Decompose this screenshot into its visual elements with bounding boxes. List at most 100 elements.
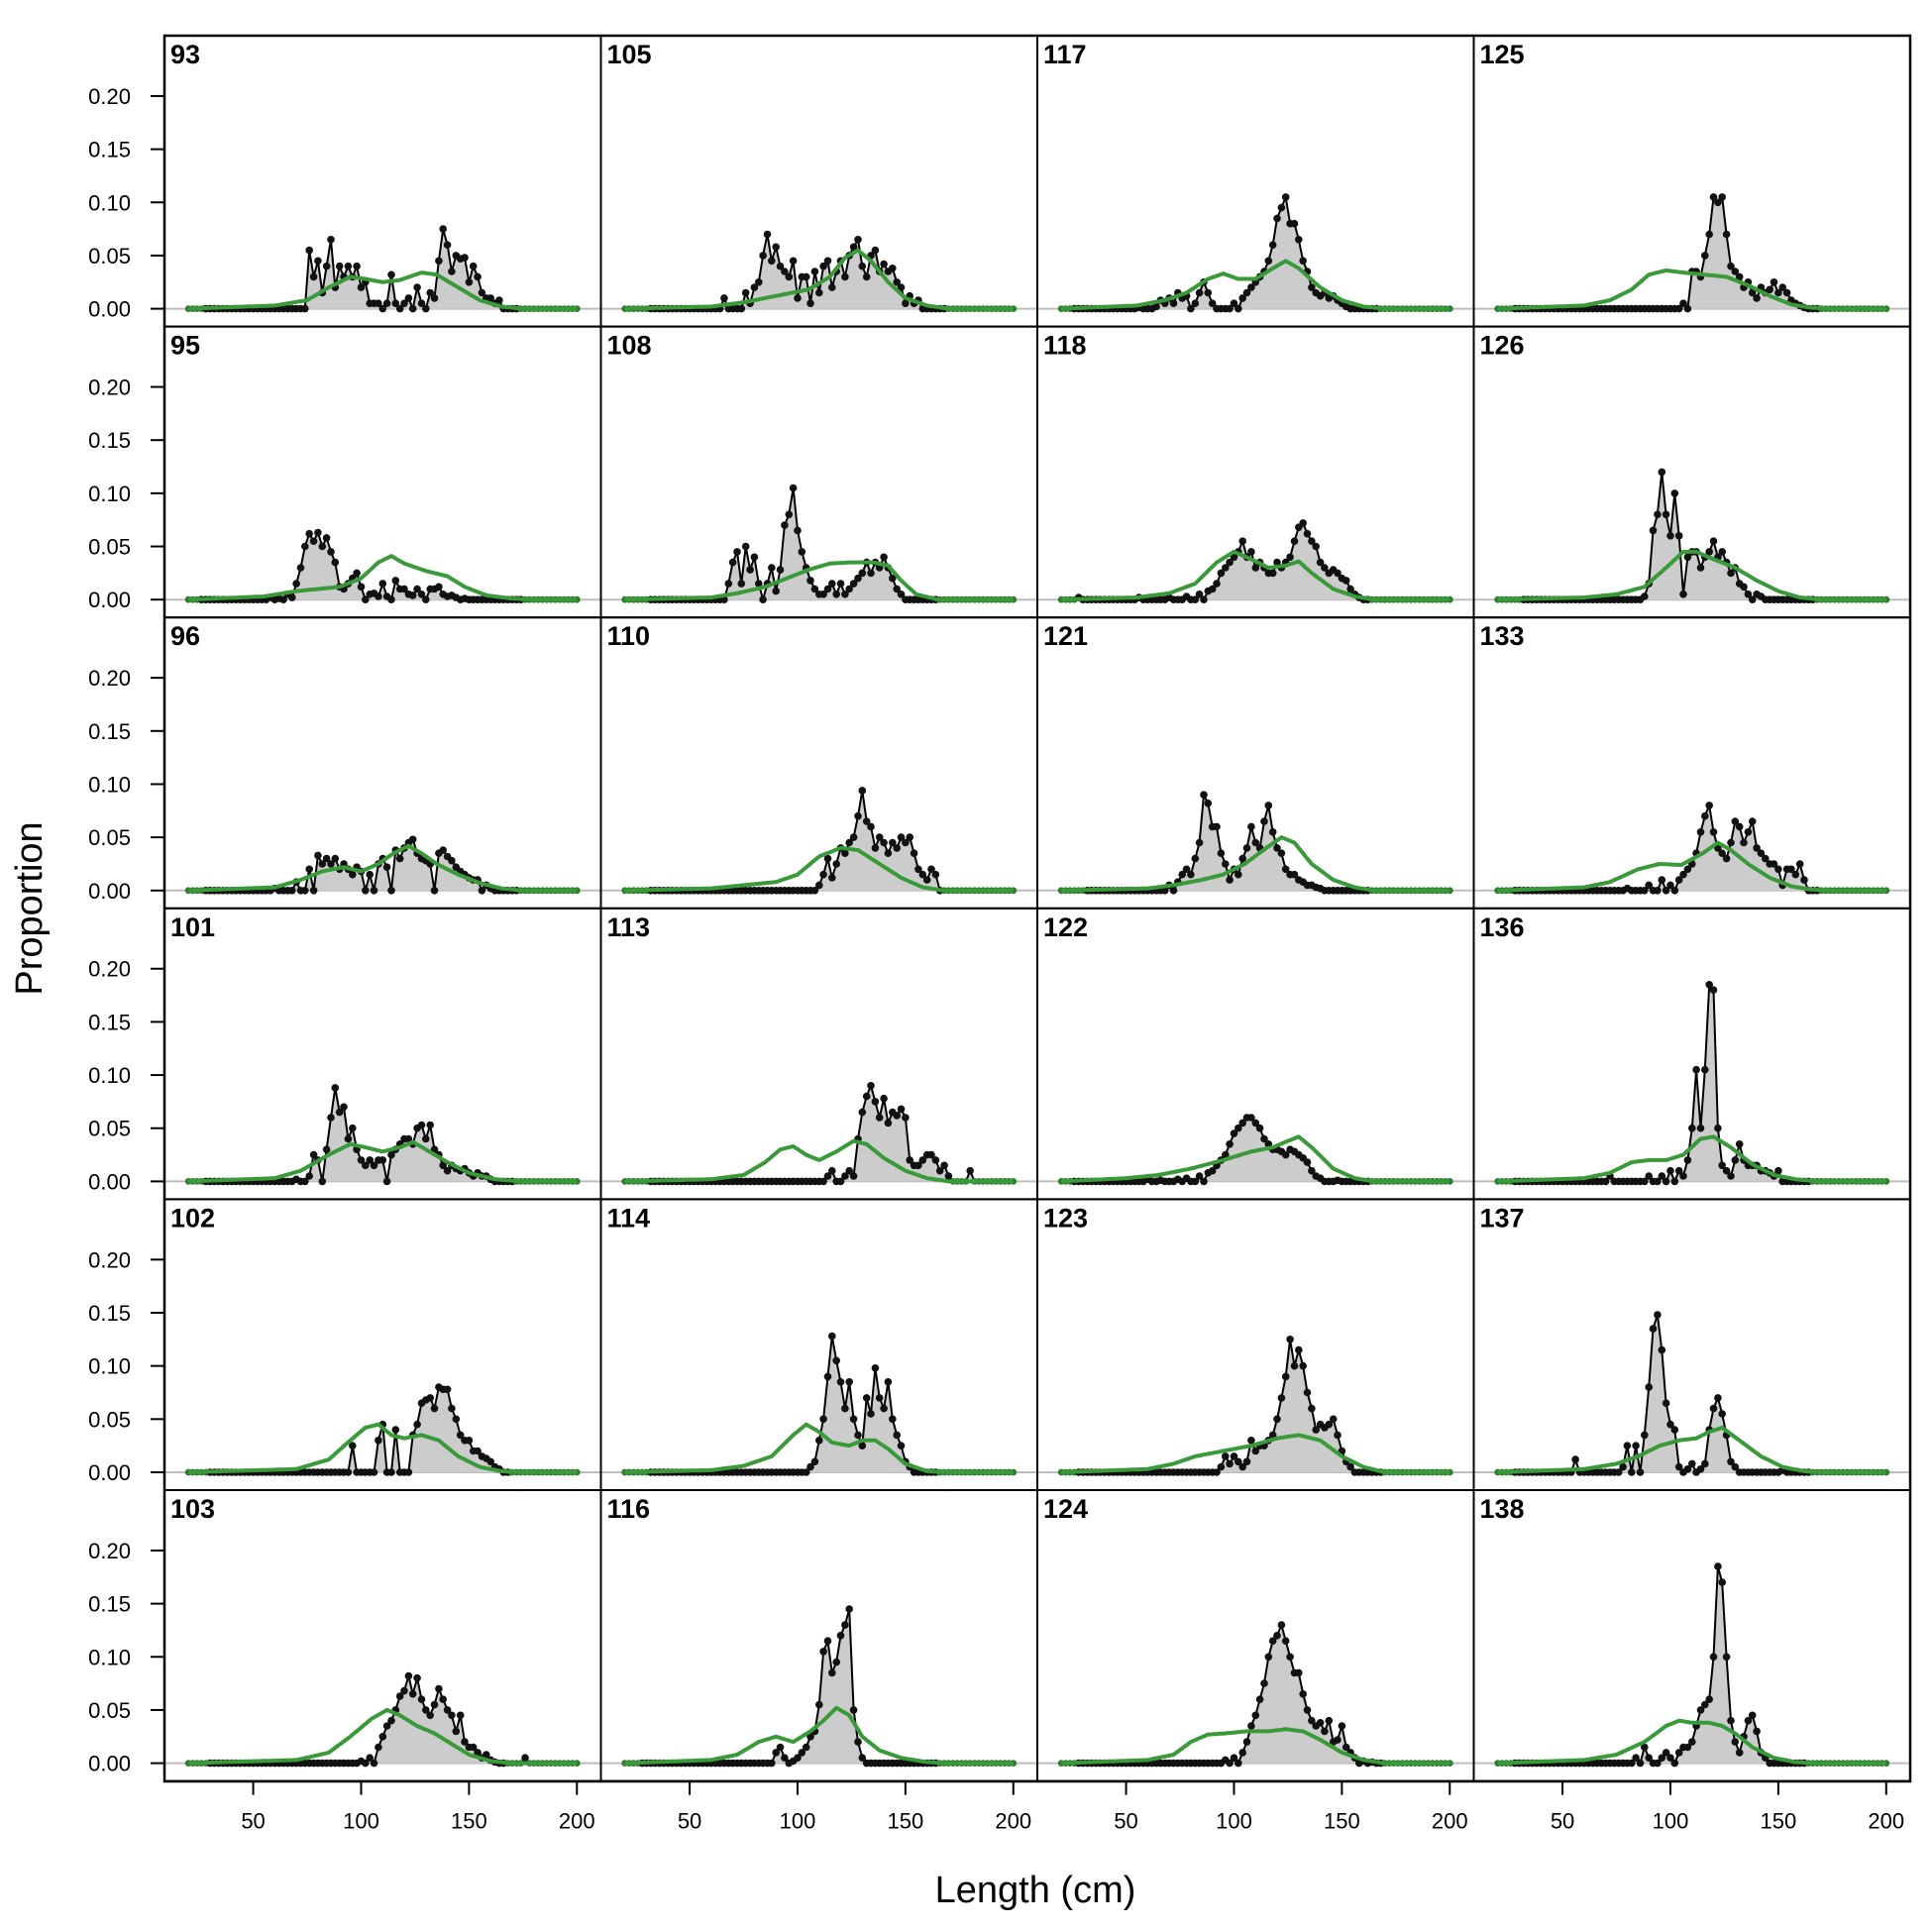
observed-line (624, 1082, 1014, 1183)
observed-point (1222, 860, 1230, 868)
observed-point (880, 838, 888, 847)
observed-point (940, 1161, 948, 1170)
observed-point (301, 1177, 309, 1186)
panel-border (599, 907, 1038, 1201)
x-tick-label: 50 (1551, 1809, 1574, 1834)
observed-point (322, 1145, 331, 1153)
observed-point (1727, 1716, 1735, 1725)
observed-point (1260, 817, 1268, 825)
observed-point (815, 1437, 823, 1445)
observed-point (1701, 1065, 1709, 1074)
observed-point (1264, 257, 1273, 266)
y-tick-label: 0.05 (88, 1698, 131, 1723)
observed-point (309, 1150, 318, 1159)
observed-point (1718, 1161, 1726, 1170)
observed-point (823, 257, 832, 266)
y-tick-label: 0.20 (88, 666, 131, 691)
x-axis-title: Length (cm) (935, 1870, 1136, 1911)
observed-point (1200, 1177, 1208, 1186)
observed-point (897, 1105, 906, 1114)
panel: 133 (1472, 616, 1911, 910)
observed-point (880, 1404, 888, 1413)
observed-point (914, 865, 922, 874)
observed-point (1645, 881, 1653, 890)
observed-point (1709, 828, 1718, 836)
observed-point (785, 272, 794, 281)
observed-point (1178, 870, 1186, 879)
panel: 137 (1472, 1198, 1911, 1492)
observed-point (366, 1754, 374, 1762)
panel-label: 105 (607, 40, 652, 69)
observed-point (871, 1098, 880, 1106)
observed-point (884, 849, 893, 857)
observed-point (1601, 1177, 1610, 1186)
x-tick-label: 100 (780, 1809, 816, 1834)
observed-point (750, 283, 759, 291)
observed-point (391, 1426, 400, 1434)
observed-point (443, 241, 452, 249)
observed-point (1238, 537, 1246, 545)
observed-point (1683, 1465, 1692, 1473)
observed-point (400, 1686, 408, 1695)
observed-point (772, 243, 780, 252)
observed-point (1705, 1695, 1713, 1703)
observed-point (1321, 1727, 1329, 1736)
observed-point (1674, 532, 1683, 540)
observed-point (292, 580, 300, 588)
observed-point (1312, 1426, 1320, 1434)
panel-label: 96 (170, 621, 200, 651)
observed-point (1161, 887, 1169, 895)
observed-point (1195, 1172, 1204, 1180)
observed-point (1187, 870, 1195, 879)
observed-point (836, 1378, 845, 1386)
observed-point (1169, 299, 1178, 308)
observed-point (1281, 193, 1290, 201)
observed-point (1722, 230, 1731, 239)
observed-point (854, 1738, 862, 1746)
observed-point (1273, 1632, 1281, 1640)
observed-point (1722, 854, 1731, 863)
observed-point (1182, 865, 1191, 874)
panel: 103 (163, 1489, 602, 1782)
observed-point (1213, 822, 1221, 831)
expected-line (188, 1139, 578, 1184)
panel-label: 103 (170, 1494, 215, 1524)
observed-point (1281, 1150, 1290, 1159)
observed-point (1731, 817, 1740, 825)
observed-point (841, 272, 849, 281)
observed-point (1226, 304, 1234, 313)
observed-point (1645, 1172, 1653, 1180)
observed-point (465, 1437, 474, 1445)
expected-line (1497, 268, 1886, 311)
observed-point (1242, 1738, 1251, 1746)
observed-point (836, 1177, 845, 1186)
observed-point (1740, 583, 1748, 591)
observed-point (443, 1166, 452, 1175)
y-tick-label: 0.00 (88, 1460, 131, 1485)
observed-point (823, 1637, 832, 1645)
observed-point (1692, 1065, 1700, 1074)
panel-label: 101 (170, 912, 215, 942)
panel-label: 121 (1043, 621, 1088, 651)
expected-line (1497, 1718, 1886, 1766)
observed-point (832, 1658, 840, 1666)
observed-point (889, 574, 897, 583)
x-tick-label: 150 (888, 1809, 924, 1834)
observed-point (1260, 1679, 1268, 1687)
observed-point (832, 1356, 840, 1365)
observed-point (1247, 822, 1255, 831)
observed-point (1701, 811, 1709, 820)
observed-point (335, 1108, 344, 1117)
observed-area (1497, 472, 1886, 600)
observed-point (1247, 1437, 1255, 1445)
y-axis-title: Proportion (9, 821, 51, 995)
observed-point (1636, 1468, 1645, 1476)
observed-point (353, 569, 361, 578)
observed-point (828, 580, 836, 588)
observed-point (810, 887, 819, 895)
expected-line (624, 1138, 1014, 1184)
x-tick-label: 50 (678, 1809, 701, 1834)
observed-point (785, 510, 794, 519)
observed-point (1628, 1759, 1636, 1768)
panel-label: 126 (1480, 331, 1525, 361)
